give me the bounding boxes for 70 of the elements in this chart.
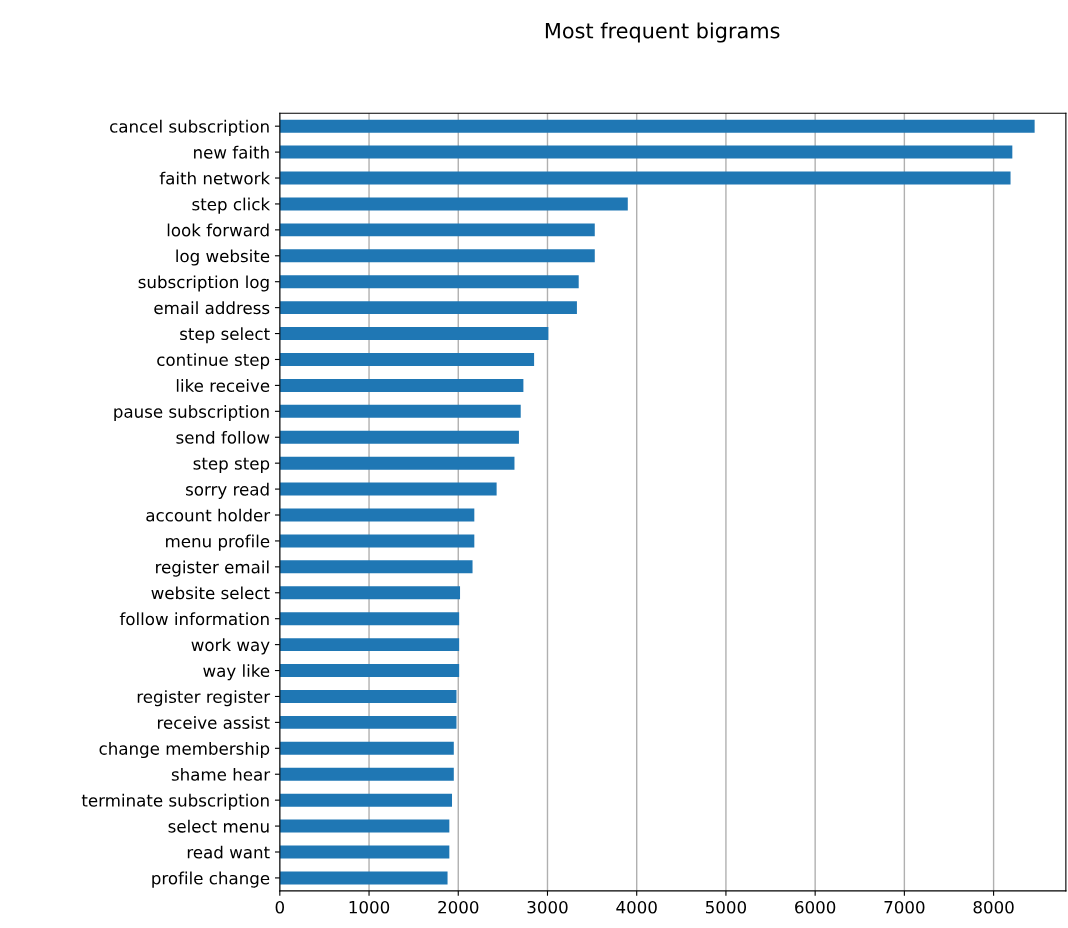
x-tick-label: 8000 [973, 900, 1014, 914]
y-tick-label: faith network [159, 171, 271, 185]
bar [279, 197, 628, 211]
bar [279, 249, 595, 263]
bar [279, 301, 577, 315]
x-tick-label: 2000 [438, 900, 479, 914]
y-tick-label: step click [192, 197, 271, 214]
y-tick-label: website select [151, 586, 270, 600]
y-tick-label: terminate subscription [81, 793, 269, 810]
bar [279, 482, 497, 496]
y-tick-label: sorry read [186, 482, 269, 499]
bar [279, 430, 519, 444]
y-tick-label: pause subscription [114, 404, 269, 422]
bar [279, 508, 475, 522]
bar [279, 871, 448, 885]
bar [279, 327, 549, 341]
bar [279, 119, 1035, 133]
y-tick-label: select menu [168, 819, 269, 833]
bar [279, 378, 524, 392]
y-tick-label: profile change [152, 871, 270, 888]
bar [279, 560, 473, 574]
y-tick-label: look forward [167, 223, 269, 237]
bar [279, 612, 460, 626]
bar [279, 171, 1011, 185]
y-tick-label: read want [187, 845, 270, 859]
bar [279, 845, 450, 859]
y-tick-label: step select [180, 327, 270, 344]
chart-title: Most frequent bigrams [545, 22, 780, 43]
y-tick-label: register email [156, 560, 269, 577]
y-tick-label: change membership [99, 741, 270, 759]
y-tick-label: subscription log [138, 275, 269, 292]
bar [279, 819, 450, 833]
y-tick-label: continue step [157, 353, 270, 370]
bar [279, 223, 595, 237]
y-tick-label: shame hear [171, 767, 271, 781]
bar [279, 664, 460, 678]
bar [279, 689, 457, 703]
bar [279, 715, 457, 729]
bar [279, 638, 460, 652]
y-tick-label: register register [137, 690, 271, 707]
x-tick-label: 3000 [527, 900, 568, 914]
bar [279, 793, 453, 807]
x-tick-label: 0 [275, 900, 285, 914]
y-tick-label: like receive [176, 379, 270, 392]
y-tick-label: new faith [194, 145, 269, 159]
bar [279, 353, 535, 366]
bar [279, 586, 461, 600]
bar [279, 456, 515, 470]
y-tick-label: account holder [146, 508, 271, 522]
y-tick-label: receive assist [157, 716, 270, 729]
bar [279, 534, 475, 548]
x-tick-label: 1000 [349, 900, 390, 914]
y-tick-label: menu profile [166, 534, 270, 551]
x-tick-label: 7000 [884, 900, 925, 914]
bar [279, 767, 454, 781]
y-tick-label: send follow [176, 430, 270, 444]
y-tick-label: email address [154, 301, 270, 315]
bar [279, 741, 454, 755]
x-tick-label: 6000 [795, 900, 836, 914]
y-tick-label: step step [193, 457, 270, 473]
bar [279, 145, 1013, 159]
y-tick-label: work way [191, 638, 270, 655]
y-tick-label: way like [203, 664, 270, 681]
bar [279, 275, 579, 289]
y-tick-label: log website [176, 249, 270, 266]
y-tick-label: follow information [119, 612, 269, 626]
y-tick-label: cancel subscription [110, 119, 269, 136]
x-tick-label: 5000 [706, 900, 747, 914]
bar [279, 404, 521, 418]
x-tick-label: 4000 [616, 900, 657, 914]
